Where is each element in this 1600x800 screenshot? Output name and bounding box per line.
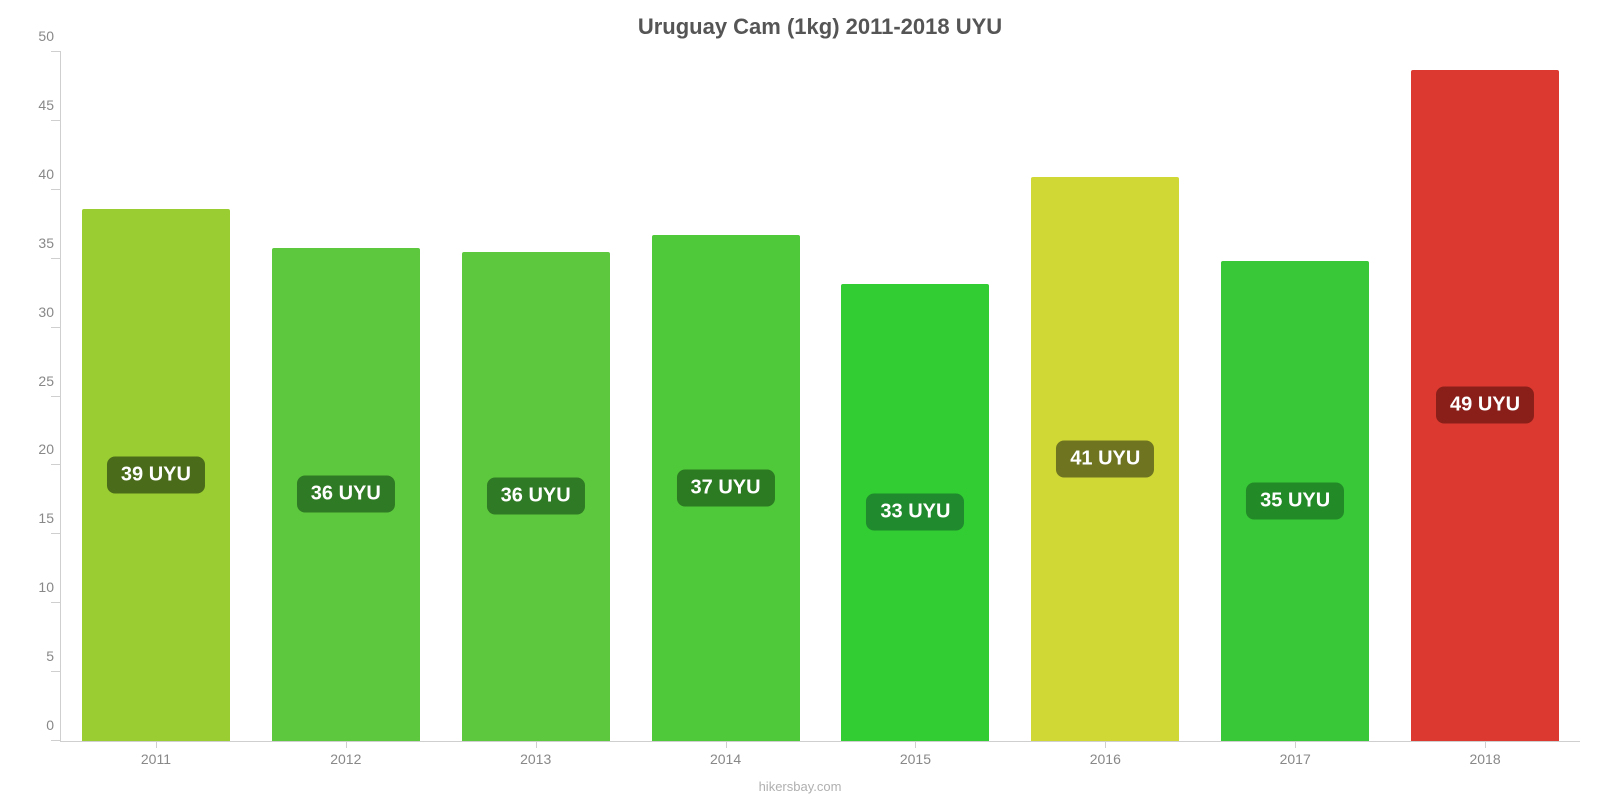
bar: 33 UYU <box>841 284 989 741</box>
bar: 39 UYU <box>82 209 230 741</box>
bar-value-badge: 36 UYU <box>487 478 585 515</box>
x-axis-label: 2015 <box>900 751 931 767</box>
y-axis-label: 20 <box>16 441 54 457</box>
x-tick <box>915 741 916 748</box>
bar-slot: 35 UYU2017 <box>1200 52 1390 741</box>
y-tick <box>51 51 61 52</box>
bar-value-badge: 41 UYU <box>1056 441 1154 478</box>
x-axis-label: 2013 <box>520 751 551 767</box>
y-tick <box>51 396 61 397</box>
x-axis-label: 2018 <box>1469 751 1500 767</box>
bar: 37 UYU <box>652 235 800 741</box>
bar-slot: 39 UYU2011 <box>61 52 251 741</box>
x-axis-label: 2011 <box>141 751 171 767</box>
bar: 35 UYU <box>1221 261 1369 741</box>
x-tick <box>536 741 537 748</box>
bar-slot: 37 UYU2014 <box>631 52 821 741</box>
x-axis-label: 2017 <box>1280 751 1311 767</box>
x-tick <box>156 741 157 748</box>
bar-slot: 41 UYU2016 <box>1010 52 1200 741</box>
y-axis-label: 0 <box>16 717 54 733</box>
bar-slot: 36 UYU2013 <box>441 52 631 741</box>
y-axis-label: 5 <box>16 648 54 664</box>
x-tick <box>1295 741 1296 748</box>
y-tick <box>51 258 61 259</box>
x-tick <box>1105 741 1106 748</box>
y-tick <box>51 189 61 190</box>
x-tick <box>346 741 347 748</box>
bar-value-badge: 37 UYU <box>677 470 775 507</box>
y-tick <box>51 671 61 672</box>
bar: 49 UYU <box>1411 70 1559 741</box>
y-axis-label: 25 <box>16 373 54 389</box>
y-tick <box>51 120 61 121</box>
y-axis-label: 50 <box>16 28 54 44</box>
x-axis-label: 2012 <box>330 751 361 767</box>
y-tick <box>51 533 61 534</box>
y-axis-label: 10 <box>16 579 54 595</box>
bars-group: 39 UYU201136 UYU201236 UYU201337 UYU2014… <box>61 52 1580 741</box>
bar-value-badge: 36 UYU <box>297 476 395 513</box>
chart-title: Uruguay Cam (1kg) 2011-2018 UYU <box>60 14 1580 40</box>
bar-value-badge: 49 UYU <box>1436 387 1534 424</box>
y-axis-label: 30 <box>16 304 54 320</box>
source-label: hikersbay.com <box>0 779 1600 794</box>
y-tick <box>51 327 61 328</box>
bar-value-badge: 33 UYU <box>866 494 964 531</box>
bar-value-badge: 39 UYU <box>107 457 205 494</box>
bar-value-badge: 35 UYU <box>1246 483 1344 520</box>
x-tick <box>726 741 727 748</box>
bar: 36 UYU <box>272 248 420 741</box>
bar-slot: 33 UYU2015 <box>821 52 1011 741</box>
bar-slot: 36 UYU2012 <box>251 52 441 741</box>
x-axis-label: 2016 <box>1090 751 1121 767</box>
y-axis-label: 35 <box>16 235 54 251</box>
y-tick <box>51 602 61 603</box>
plot-area: 39 UYU201136 UYU201236 UYU201337 UYU2014… <box>60 52 1580 742</box>
bar: 41 UYU <box>1031 177 1179 741</box>
chart-container: Uruguay Cam (1kg) 2011-2018 UYU 39 UYU20… <box>0 0 1600 800</box>
bar: 36 UYU <box>462 252 610 741</box>
y-axis-label: 45 <box>16 97 54 113</box>
y-axis-label: 40 <box>16 166 54 182</box>
bar-slot: 49 UYU2018 <box>1390 52 1580 741</box>
x-tick <box>1485 741 1486 748</box>
y-axis-label: 15 <box>16 510 54 526</box>
y-tick <box>51 740 61 741</box>
x-axis-label: 2014 <box>710 751 741 767</box>
y-tick <box>51 464 61 465</box>
